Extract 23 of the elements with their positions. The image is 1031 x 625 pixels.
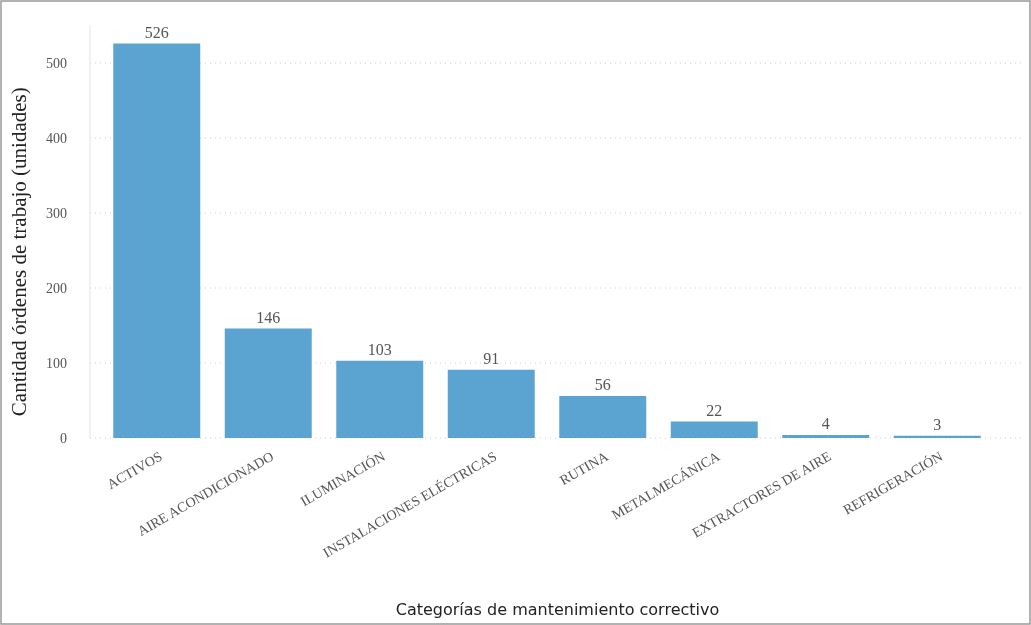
data-label: 526	[144, 23, 169, 41]
bar	[782, 435, 870, 438]
data-label: 56	[594, 376, 611, 393]
y-tick-label: 300	[46, 205, 67, 221]
data-label: 4	[821, 415, 830, 432]
data-label: 3	[933, 415, 942, 433]
y-tick-label: 400	[46, 130, 67, 146]
y-tick-label: 0	[60, 430, 67, 446]
bar	[670, 421, 758, 438]
data-label: 146	[256, 308, 281, 326]
data-label: 22	[706, 401, 723, 419]
bar	[336, 360, 424, 438]
y-axis-title: Cantidad órdenes de trabajo (unidades)	[7, 87, 31, 417]
y-tick-label: 100	[46, 355, 67, 371]
y-tick-label: 200	[46, 280, 67, 296]
bar	[447, 369, 535, 438]
x-axis-title: Categorías de mantenimiento correctivo	[395, 600, 720, 619]
bar	[224, 328, 312, 438]
y-tick-label: 500	[46, 55, 67, 71]
bar	[559, 396, 647, 438]
data-label: 91	[483, 349, 500, 367]
bar	[113, 43, 201, 438]
data-label: 103	[367, 340, 392, 358]
